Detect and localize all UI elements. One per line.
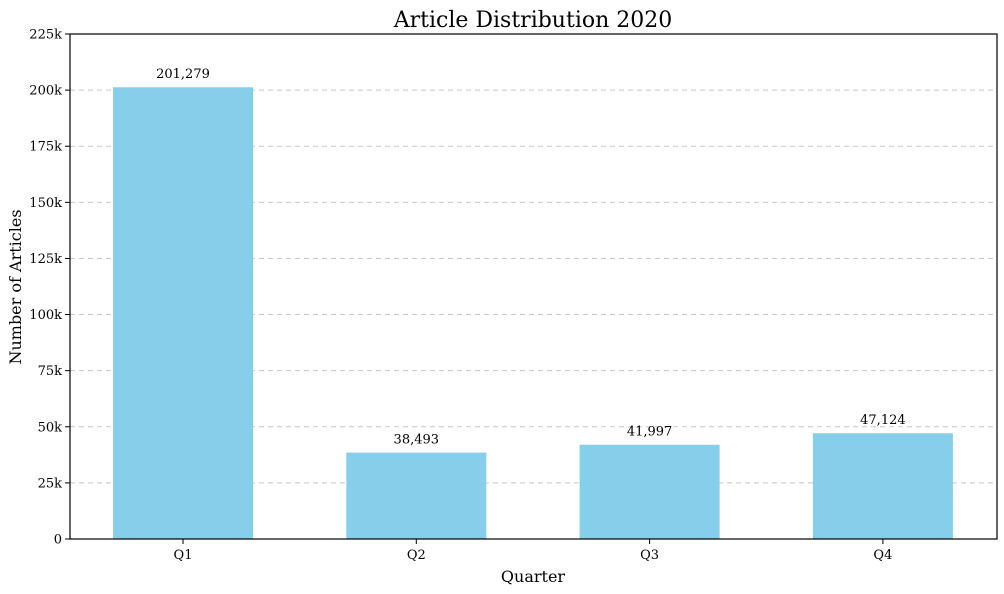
x-axis-ticks: Q1 Q2 Q3 Q4 [174,539,892,563]
data-label-q3: 41,997 [627,425,673,440]
data-label-q4: 47,124 [860,413,906,428]
y-tick-label: 75k [38,364,63,379]
y-tick-label: 50k [38,420,63,435]
bar-q4 [812,433,953,539]
data-labels: 201,279 38,493 41,997 47,124 [156,67,906,447]
bar-q2 [346,452,487,539]
y-tick-label: 0 [54,533,62,548]
x-axis-label: Quarter [501,567,566,586]
x-tick-label: Q1 [174,548,193,563]
y-tick-label: 125k [29,252,62,267]
y-axis-label: Number of Articles [6,209,25,364]
chart-title: Article Distribution 2020 [393,8,673,33]
y-tick-label: 100k [29,308,62,323]
y-tick-label: 225k [29,28,62,43]
data-label-q2: 38,493 [394,433,440,448]
x-tick-label: Q4 [873,548,892,563]
data-label-q1: 201,279 [156,67,210,82]
y-tick-label: 150k [29,196,62,211]
y-tick-label: 200k [29,84,62,99]
x-tick-label: Q2 [407,548,426,563]
y-axis-ticks: 0 25k 50k 75k 100k 125k 150k 175k 200k 225k [29,28,70,548]
bar-q3 [579,444,720,539]
x-tick-label: Q3 [640,548,659,563]
bar-q1 [113,87,253,539]
plot-frame [69,33,998,540]
y-tick-label: 175k [29,140,62,155]
y-tick-label: 25k [38,476,63,491]
bars [113,87,953,539]
